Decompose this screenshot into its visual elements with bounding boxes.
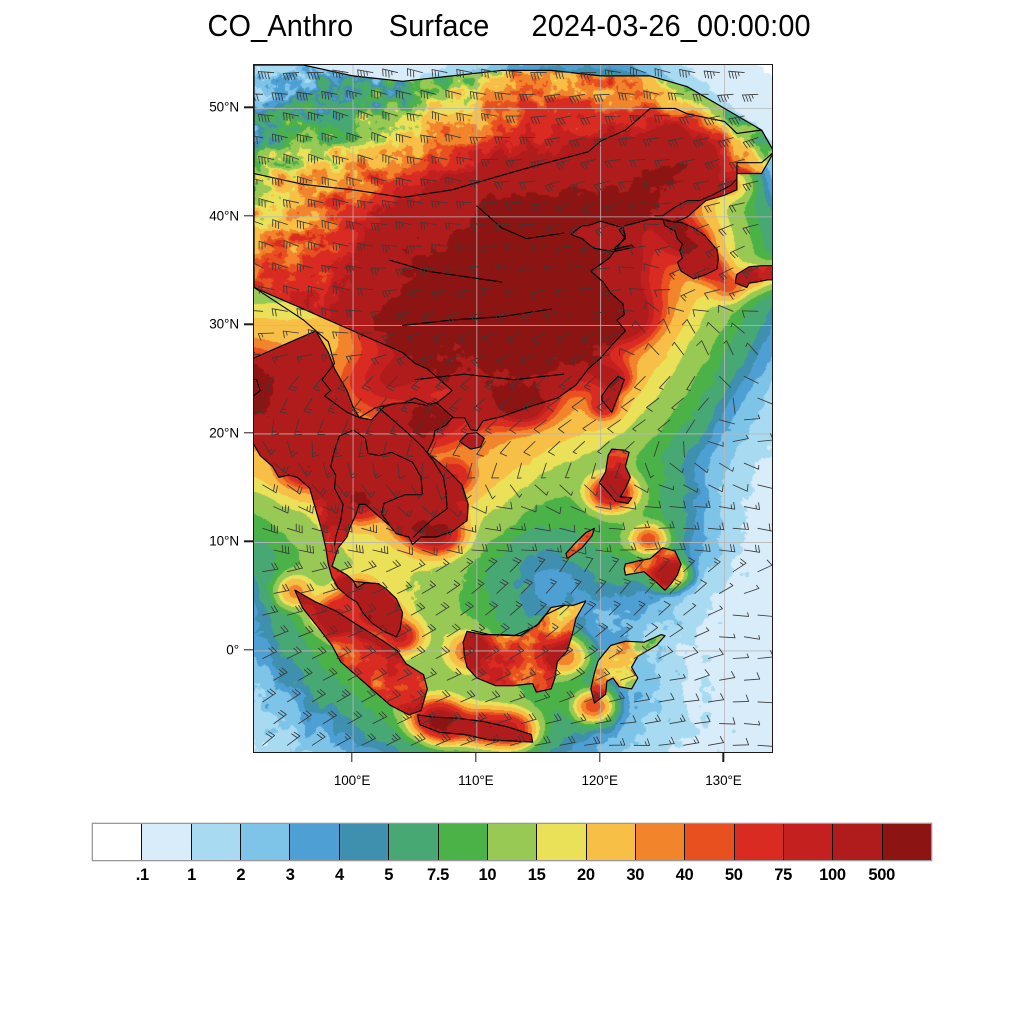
colorbar-cell-16 — [882, 824, 932, 860]
latitude-tick-label-0: 50°N — [209, 99, 239, 115]
colorbar-label-11: 40 — [675, 866, 694, 884]
colorbar-cell-15 — [833, 824, 883, 860]
latitude-tick-mark-0 — [244, 106, 253, 109]
colorbar-cell-7 — [438, 824, 488, 860]
colorbar-label-5: 5 — [384, 866, 394, 884]
colorbar-cell-5 — [339, 824, 390, 860]
longitude-tick-mark-2 — [598, 753, 601, 762]
latitude-tick-label-1: 40°N — [209, 208, 239, 224]
colorbar-cell-14 — [784, 824, 834, 860]
colorbar-cell-8 — [487, 824, 538, 860]
colorbar-cell-3 — [241, 824, 291, 860]
colorbar-cell-12 — [685, 824, 735, 860]
colorbar-label-10: 30 — [626, 866, 645, 884]
longitude-tick-label-2: 120°E — [581, 773, 618, 788]
contour-fill-layer — [254, 65, 772, 752]
plot-title: CO_Anthro Surface 2024-03-26_00:00:00 — [0, 4, 1024, 48]
latitude-tick-mark-1 — [244, 215, 253, 217]
longitude-tick-label-1: 110°E — [458, 773, 494, 788]
map-vector-layer — [254, 65, 772, 752]
colorbar-cell-11 — [635, 824, 686, 860]
latitude-tick-mark-3 — [244, 432, 253, 434]
longitude-tick-mark-1 — [475, 753, 477, 762]
latitude-tick-mark-5 — [244, 649, 253, 651]
colorbar-label-0: .1 — [135, 866, 149, 884]
colorbar-label-14: 100 — [819, 866, 846, 884]
wind-barb-layer — [254, 66, 772, 747]
colorbar-tick-labels: .1 1 2 3 4 5 7.5 10 15 20 30 40 50 75 100 500 — [0, 866, 1024, 892]
colorbar-cells — [93, 824, 932, 860]
latitude-tick-label-2: 30°N — [209, 316, 239, 332]
latitude-tick-label-5: 0° — [226, 642, 239, 658]
colorbar-cell-4 — [290, 824, 340, 860]
title-variable: CO_Anthro — [207, 8, 354, 43]
colorbar-label-2: 2 — [236, 866, 246, 884]
colorbar-cell-2 — [191, 824, 242, 860]
colorbar-label-6: 7.5 — [427, 866, 450, 884]
colorbar-cell-6 — [389, 824, 439, 860]
colorbar-label-3: 3 — [285, 866, 295, 884]
colorbar-cell-0 — [93, 824, 143, 860]
colorbar-label-4: 4 — [335, 866, 344, 884]
title-timestamp: 2024-03-26_00:00:00 — [531, 8, 812, 43]
colorbar-cell-1 — [142, 824, 192, 860]
coastline-layer — [254, 65, 772, 743]
latitude-tick-mark-4 — [244, 540, 253, 543]
longitude-tick-label-0: 100°E — [333, 773, 371, 788]
colorbar-cell-13 — [734, 824, 785, 860]
longitude-tick-label-3: 130°E — [705, 773, 742, 788]
colorbar[interactable] — [93, 824, 932, 860]
colorbar-label-9: 20 — [577, 866, 595, 884]
latitude-tick-mark-2 — [244, 323, 253, 326]
colorbar-label-15: 500 — [868, 866, 896, 884]
colorbar-label-8: 15 — [527, 866, 546, 884]
latitude-tick-label-3: 20°N — [209, 425, 239, 441]
colorbar-cell-10 — [586, 824, 636, 860]
longitude-tick-mark-3 — [722, 753, 725, 762]
colorbar-cell-9 — [537, 824, 587, 860]
colorbar-label-7: 10 — [478, 866, 497, 884]
colorbar-label-1: 1 — [187, 866, 197, 884]
longitude-tick-mark-0 — [351, 753, 353, 762]
title-level: Surface — [388, 8, 490, 43]
colorbar-label-13: 75 — [774, 866, 792, 884]
latitude-tick-label-4: 10°N — [209, 533, 239, 549]
colorbar-label-12: 50 — [724, 866, 743, 884]
map-plot-area[interactable] — [253, 64, 773, 753]
